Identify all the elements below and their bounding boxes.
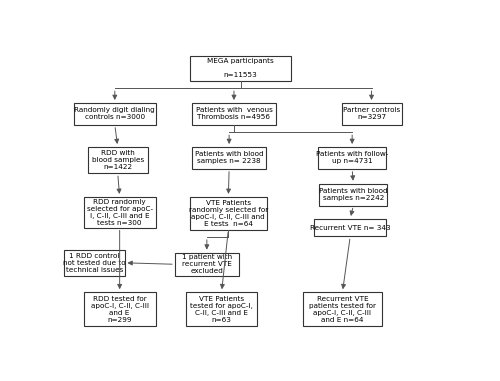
Text: VTE Patients
randomly selected for
apoC-I, C-II, C-III and
E tests  n=64: VTE Patients randomly selected for apoC-… [188,200,268,227]
Text: Patients with  venous
Thrombosis n=4956: Patients with venous Thrombosis n=4956 [196,107,272,120]
FancyBboxPatch shape [320,184,387,206]
Text: Recurrent VTE
patients tested for
apoC-I, C-II, C-III
and E n=64: Recurrent VTE patients tested for apoC-I… [309,296,376,323]
Text: 1 patient with
recurrent VTE
excluded: 1 patient with recurrent VTE excluded [182,254,232,274]
FancyBboxPatch shape [186,292,258,326]
FancyBboxPatch shape [175,253,239,276]
Text: Patients with blood
samples n= 2238: Patients with blood samples n= 2238 [195,151,264,165]
FancyBboxPatch shape [314,219,386,236]
FancyBboxPatch shape [342,103,402,125]
FancyBboxPatch shape [88,147,148,173]
FancyBboxPatch shape [190,197,267,230]
Text: Recurrent VTE n= 343: Recurrent VTE n= 343 [310,225,390,231]
FancyBboxPatch shape [192,147,266,169]
FancyBboxPatch shape [303,292,382,326]
FancyBboxPatch shape [64,250,124,276]
Text: MEGA participants

n=11553: MEGA participants n=11553 [208,58,274,78]
Text: Randomly digit dialing
controls n=3000: Randomly digit dialing controls n=3000 [74,107,155,120]
Text: RDD randomly
selected for apoC-
I, C-II, C-III and E
tests n=300: RDD randomly selected for apoC- I, C-II,… [86,199,152,226]
FancyBboxPatch shape [84,292,156,326]
Text: 1 RDD control
not tested due to
technical issues: 1 RDD control not tested due to technica… [63,253,126,273]
FancyBboxPatch shape [318,147,386,169]
FancyBboxPatch shape [190,56,291,81]
FancyBboxPatch shape [74,103,156,125]
Text: Patients with blood
samples n=2242: Patients with blood samples n=2242 [319,188,388,201]
Text: RDD with
blood samples
n=1422: RDD with blood samples n=1422 [92,150,144,170]
Text: VTE Patients
tested for apoC-I,
C-II, C-III and E
n=63: VTE Patients tested for apoC-I, C-II, C-… [190,296,253,323]
FancyBboxPatch shape [192,103,276,125]
Text: Patients with follow-
up n=4731: Patients with follow- up n=4731 [316,151,388,165]
FancyBboxPatch shape [84,197,156,227]
Text: Partner controls
n=3297: Partner controls n=3297 [343,107,400,120]
Text: RDD tested for
apoC-I, C-II, C-III
and E
n=299: RDD tested for apoC-I, C-II, C-III and E… [90,296,148,323]
